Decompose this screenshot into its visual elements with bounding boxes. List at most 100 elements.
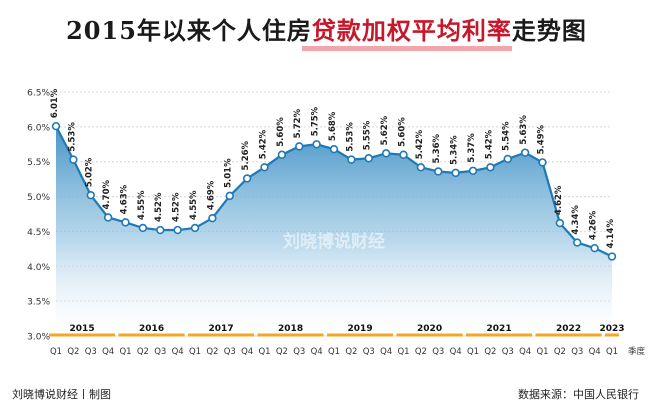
year-bar bbox=[535, 333, 602, 337]
x-tick-label: Q3 bbox=[224, 347, 236, 357]
data-point[interactable] bbox=[277, 150, 287, 159]
data-point[interactable] bbox=[242, 174, 252, 183]
data-point[interactable] bbox=[173, 225, 182, 235]
year-label: 2020 bbox=[417, 324, 442, 334]
year-label: 2015 bbox=[70, 324, 95, 334]
data-label: 4.52% bbox=[172, 192, 182, 222]
data-label: 5.53% bbox=[345, 122, 355, 152]
x-tick-label: Q2 bbox=[276, 347, 288, 357]
data-point[interactable] bbox=[347, 155, 356, 164]
x-tick-label: Q4 bbox=[241, 347, 253, 357]
data-label: 5.63% bbox=[519, 115, 529, 145]
data-point[interactable] bbox=[607, 252, 617, 261]
x-tick-label: Q2 bbox=[484, 347, 496, 357]
data-point[interactable] bbox=[451, 168, 460, 178]
data-point[interactable] bbox=[138, 223, 148, 233]
x-tick-label: Q1 bbox=[189, 347, 201, 357]
x-tick-label: Q1 bbox=[606, 347, 618, 357]
year-bar bbox=[327, 333, 394, 337]
watermark: 刘晓博说财经 bbox=[283, 231, 385, 252]
data-label: 4.62% bbox=[554, 185, 564, 215]
data-point[interactable] bbox=[103, 213, 113, 222]
data-label: 5.60% bbox=[398, 117, 408, 147]
data-label: 4.63% bbox=[120, 184, 130, 214]
year-bar bbox=[118, 333, 185, 337]
x-tick-label: Q1 bbox=[536, 347, 548, 357]
data-label: 4.55% bbox=[137, 190, 147, 220]
data-point[interactable] bbox=[503, 154, 512, 164]
data-label: 4.55% bbox=[189, 190, 199, 220]
data-point[interactable] bbox=[329, 144, 339, 154]
data-label: 5.02% bbox=[85, 157, 95, 187]
data-point[interactable] bbox=[364, 154, 373, 163]
data-point[interactable] bbox=[573, 238, 582, 247]
data-label: 4.26% bbox=[589, 210, 599, 240]
year-label: 2017 bbox=[209, 324, 234, 334]
x-tick-label: Q2 bbox=[345, 347, 357, 357]
year-bar bbox=[188, 333, 255, 337]
year-label: 2016 bbox=[139, 324, 164, 334]
data-label: 4.69% bbox=[206, 180, 216, 210]
year-label: 2019 bbox=[348, 324, 373, 334]
x-tick-label: Q4 bbox=[311, 347, 323, 357]
x-tick-label: Q3 bbox=[363, 347, 375, 357]
x-tick-label: Q3 bbox=[571, 347, 583, 357]
title-prefix: 2015年以来个人住房 bbox=[66, 16, 312, 45]
data-point[interactable] bbox=[381, 149, 391, 158]
data-point[interactable] bbox=[434, 167, 443, 176]
data-point[interactable] bbox=[312, 140, 321, 149]
y-tick-label: 3.5% bbox=[27, 298, 50, 308]
data-point[interactable] bbox=[538, 158, 547, 167]
data-label: 5.72% bbox=[293, 108, 303, 138]
data-point[interactable] bbox=[69, 155, 78, 164]
footer-source: 数据来源：中国人民银行 bbox=[518, 388, 639, 401]
data-point[interactable] bbox=[156, 225, 165, 235]
data-label: 5.75% bbox=[311, 106, 321, 136]
year-bar bbox=[396, 333, 463, 337]
year-bar bbox=[49, 333, 116, 337]
x-tick-label: Q4 bbox=[519, 347, 531, 357]
data-label: 5.42% bbox=[259, 129, 269, 159]
x-tick-label: Q1 bbox=[397, 347, 409, 357]
data-point[interactable] bbox=[416, 163, 426, 172]
x-tick-label: Q2 bbox=[206, 347, 218, 357]
y-tick-label: 5.0% bbox=[27, 193, 50, 203]
data-point[interactable] bbox=[468, 166, 478, 175]
area-fill bbox=[56, 126, 612, 336]
data-label: 5.42% bbox=[484, 129, 494, 159]
year-label: 2023 bbox=[599, 324, 624, 334]
footer-credit: 刘晓博说财经丨制图 bbox=[12, 388, 111, 401]
data-point[interactable] bbox=[260, 163, 269, 172]
data-label: 5.62% bbox=[380, 115, 390, 145]
x-tick-label: Q2 bbox=[137, 347, 149, 357]
data-point[interactable] bbox=[86, 190, 95, 200]
y-tick-label: 6.0% bbox=[27, 123, 50, 133]
year-label: 2021 bbox=[487, 324, 512, 334]
data-point[interactable] bbox=[208, 213, 217, 223]
data-label: 5.01% bbox=[224, 158, 234, 188]
data-point[interactable] bbox=[51, 121, 61, 131]
data-label: 5.36% bbox=[432, 134, 442, 164]
x-tick-label: Q2 bbox=[415, 347, 427, 357]
data-point[interactable] bbox=[295, 142, 304, 151]
data-point[interactable] bbox=[399, 150, 408, 159]
title-suffix: 走势图 bbox=[511, 16, 587, 45]
data-label: 5.68% bbox=[328, 111, 338, 141]
data-point[interactable] bbox=[590, 243, 599, 253]
data-point[interactable] bbox=[225, 191, 234, 201]
x-tick-label: Q1 bbox=[258, 347, 270, 357]
y-tick-label: 4.0% bbox=[27, 263, 50, 273]
x-tick-label: Q4 bbox=[450, 347, 462, 357]
year-label: 2018 bbox=[278, 324, 303, 334]
data-point[interactable] bbox=[520, 148, 530, 157]
data-point[interactable] bbox=[555, 218, 565, 228]
x-tick-label: Q1 bbox=[328, 347, 340, 357]
data-point[interactable] bbox=[190, 223, 200, 233]
title-highlight: 贷款加权平均利率 bbox=[311, 16, 512, 45]
x-tick-label: Q1 bbox=[50, 347, 62, 357]
data-point[interactable] bbox=[486, 163, 495, 172]
data-point[interactable] bbox=[121, 218, 130, 227]
data-label: 4.14% bbox=[606, 219, 616, 249]
x-tick-label: Q4 bbox=[380, 347, 392, 357]
y-tick-label: 3.0% bbox=[27, 333, 50, 343]
